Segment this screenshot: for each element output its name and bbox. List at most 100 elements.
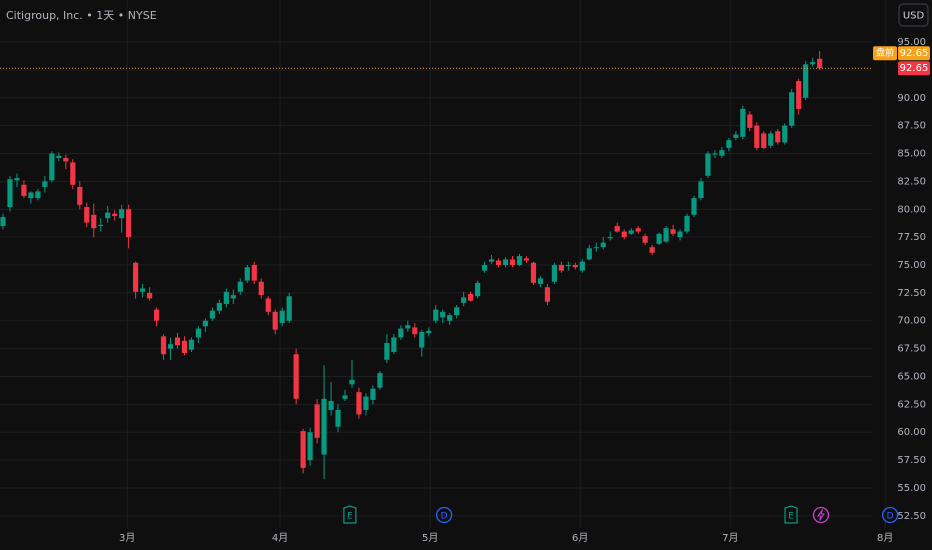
candle-body	[426, 330, 432, 334]
candle-body	[558, 265, 564, 271]
currency-button[interactable]	[898, 3, 929, 27]
candle-body	[684, 215, 690, 232]
candle-body	[314, 404, 320, 438]
candle-body	[160, 336, 167, 355]
y-tick-label: 85.00	[897, 149, 926, 160]
candle-body	[84, 207, 90, 223]
x-tick-label: 3月	[119, 532, 135, 544]
y-tick-label: 95.00	[897, 37, 926, 48]
candle-body	[488, 259, 495, 262]
candle-body	[698, 181, 704, 199]
candle-body	[544, 287, 551, 302]
event-label[interactable]: D	[441, 512, 448, 522]
candle-body	[691, 198, 697, 215]
candle-body	[747, 114, 753, 128]
candle-body	[817, 58, 823, 69]
x-tick-label: 4月	[272, 532, 288, 544]
premarket-price: 92.65	[900, 48, 929, 59]
event-label[interactable]: D	[887, 512, 894, 522]
candles	[0, 50, 823, 480]
candle-body	[649, 247, 655, 253]
candle-body	[628, 230, 634, 234]
currency-label[interactable]: USD	[903, 11, 925, 22]
candle-body	[398, 328, 404, 338]
event-icon[interactable]	[812, 506, 830, 524]
lightning-event[interactable]	[812, 506, 830, 524]
y-tick-label: 70.00	[897, 316, 926, 327]
x-tick-label: 6月	[572, 532, 588, 544]
candle-body	[705, 153, 711, 176]
candle-body	[28, 192, 34, 199]
candle-body	[391, 337, 397, 352]
candle-body	[112, 213, 118, 216]
candle-body	[495, 260, 502, 266]
candle-body	[475, 282, 481, 297]
candle-body	[63, 157, 69, 162]
candle-body	[565, 265, 571, 267]
candle-body	[279, 310, 285, 323]
candle-body	[803, 64, 809, 98]
candle-body	[293, 354, 299, 399]
premarket-tag: 盘前	[876, 47, 894, 59]
y-tick-label: 90.00	[897, 93, 926, 104]
y-tick-label: 60.00	[897, 427, 926, 438]
candle-body	[482, 265, 488, 271]
chart-title: Citigroup, Inc. • 1天 • NYSE	[6, 9, 157, 22]
candle-body	[412, 327, 418, 335]
y-tick-label: 65.00	[897, 371, 926, 382]
candle-body	[754, 125, 760, 148]
candle-body	[523, 258, 530, 261]
candle-body	[537, 278, 544, 284]
candle-body	[621, 231, 627, 238]
candle-body	[796, 81, 802, 109]
x-tick-label: 7月	[722, 532, 738, 544]
candle-body	[733, 134, 739, 138]
x-tick-label: 5月	[422, 532, 438, 544]
candle-body	[119, 209, 125, 219]
candle-body	[258, 281, 264, 296]
event-icon[interactable]	[881, 506, 899, 524]
y-tick-label: 62.50	[897, 399, 926, 410]
candle-body	[370, 388, 376, 400]
candle-body	[356, 392, 362, 415]
candle-body	[384, 343, 390, 360]
candle-body	[307, 432, 313, 461]
candle-body	[642, 236, 648, 243]
candle-body	[789, 92, 795, 126]
candle-body	[712, 153, 718, 155]
event-icon[interactable]	[435, 506, 453, 524]
event-icon[interactable]	[784, 505, 798, 524]
y-tick-label: 75.00	[897, 260, 926, 271]
candle-body	[286, 296, 292, 321]
candle-body	[600, 242, 606, 248]
last-price: 92.65	[900, 63, 929, 74]
candle-body	[153, 309, 160, 321]
candle-body	[775, 131, 781, 143]
candle-body	[49, 153, 55, 181]
y-tick-label: 87.50	[897, 121, 926, 132]
event-icon[interactable]	[343, 505, 357, 524]
candle-body	[342, 395, 348, 399]
premarket-tag-box	[873, 46, 897, 61]
candle-body	[237, 281, 243, 292]
event-label[interactable]: E	[347, 512, 353, 522]
last-price-box	[898, 61, 930, 76]
candle-body	[7, 179, 13, 208]
candle-body	[188, 339, 195, 350]
candle-body	[447, 315, 453, 321]
candle-body	[768, 133, 774, 146]
candle-body	[195, 328, 202, 338]
candle-body	[209, 310, 215, 319]
candle-body	[656, 233, 662, 244]
event-label[interactable]: E	[788, 512, 794, 522]
candle-body	[579, 261, 585, 271]
candle-body	[377, 373, 383, 388]
candle-body	[677, 231, 683, 238]
candle-body	[223, 291, 229, 305]
premarket-price-box	[898, 46, 930, 61]
x-tick-label: 8月	[877, 532, 893, 544]
candle-body	[516, 256, 523, 266]
candle-body	[321, 398, 327, 455]
candle-body	[740, 108, 746, 137]
